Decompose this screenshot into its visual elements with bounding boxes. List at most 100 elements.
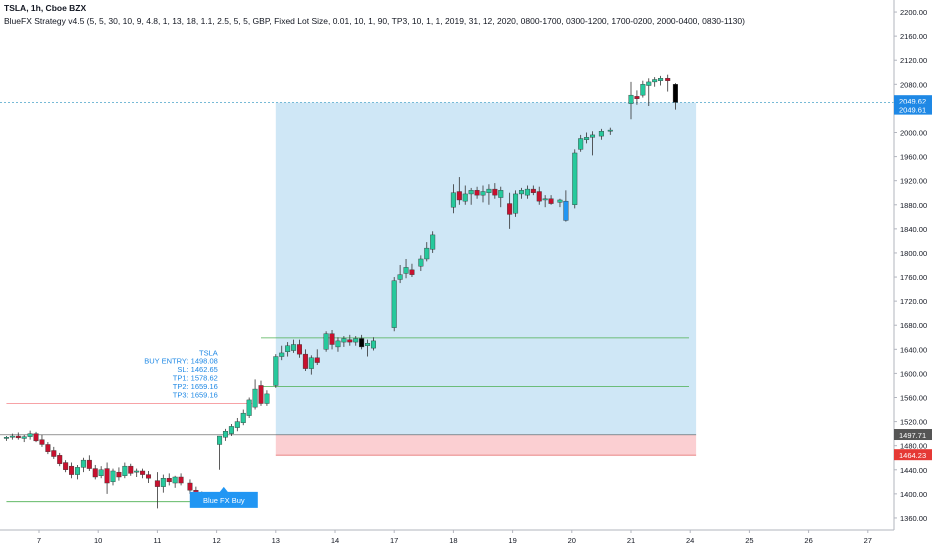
price-tag-box (894, 103, 932, 115)
candle (128, 463, 134, 476)
price-tick-label: 1800.00 (900, 249, 927, 258)
candle (492, 183, 498, 199)
candle (486, 184, 492, 205)
candle-body (172, 476, 178, 484)
candle (63, 460, 69, 473)
candle-body (498, 190, 504, 198)
candle-body (563, 200, 569, 221)
buy-signal-bubble (189, 486, 258, 508)
price-tick-label: 1440.00 (900, 466, 927, 475)
price-tick-label: 1560.00 (900, 394, 927, 403)
candle (498, 186, 504, 208)
candle-body (234, 421, 240, 428)
candle-body (140, 470, 146, 475)
candle (584, 132, 590, 144)
candle-body (110, 470, 116, 483)
candle (308, 355, 314, 375)
candle (122, 462, 128, 479)
trade-info-line: SL: 1462.65 (177, 365, 217, 374)
trade-info-line: BUY ENTRY: 1498.08 (144, 357, 218, 366)
candle (397, 265, 403, 284)
candle-body (80, 459, 86, 468)
candle (557, 198, 563, 208)
candle-body (468, 190, 474, 195)
price-tick-label: 1600.00 (900, 369, 927, 378)
candle (323, 331, 329, 352)
time-tick-label: 18 (449, 536, 457, 545)
candle (365, 339, 371, 357)
candle-body (658, 78, 664, 81)
price-tick-label: 1480.00 (900, 442, 927, 451)
candle-body (104, 468, 110, 484)
strategy-parameters-label: BlueFX Strategy v4.5 (5, 5, 30, 10, 9, 4… (4, 16, 745, 26)
candle-body (598, 131, 604, 137)
candle (462, 185, 468, 205)
candle-body (116, 471, 122, 478)
candle-body (391, 280, 397, 328)
candle-body (314, 357, 320, 363)
candle-body (578, 138, 584, 150)
candle-body (335, 340, 341, 348)
candle (264, 390, 270, 406)
candle-body (285, 345, 291, 352)
candle-body (542, 198, 548, 201)
price-tick-label: 1400.00 (900, 490, 927, 499)
candle (518, 187, 524, 199)
candle-body (9, 435, 15, 438)
candle-body (146, 474, 152, 479)
candle-body (134, 470, 140, 473)
candle-body (424, 247, 430, 260)
time-tick-label: 24 (686, 536, 694, 545)
candle-body (122, 465, 128, 476)
candle (217, 435, 223, 470)
candle-body (33, 433, 39, 442)
profit-zone-box (275, 102, 697, 435)
candle (409, 263, 415, 278)
price-tick-label: 1720.00 (900, 297, 927, 306)
candle (116, 467, 122, 481)
candle (347, 334, 353, 346)
candle-body (634, 96, 640, 99)
candle-body (228, 426, 234, 434)
time-tick-label: 20 (568, 536, 576, 545)
candle (341, 336, 347, 347)
candle (370, 337, 376, 351)
trade-info-line: TP1: 1578.62 (173, 374, 218, 383)
candle-body (279, 352, 285, 357)
price-tag-label: 2049.62 (899, 97, 926, 106)
candle (69, 462, 75, 479)
candle (672, 83, 678, 110)
candle (450, 184, 456, 214)
candle (234, 417, 240, 432)
candle-body (462, 193, 468, 202)
candle (39, 434, 45, 447)
candle-body (154, 480, 160, 487)
candle (21, 434, 27, 443)
candle (353, 336, 359, 346)
candle (51, 446, 57, 459)
candle (665, 74, 671, 92)
candle (634, 90, 640, 105)
price-tag-box (894, 95, 932, 107)
candle (273, 354, 279, 388)
candle-body (450, 192, 456, 208)
loss-zone-box (275, 434, 697, 456)
time-tick-label: 17 (390, 536, 398, 545)
price-tick-label: 2200.00 (900, 8, 927, 17)
candle (166, 473, 172, 486)
candle (480, 185, 486, 203)
candle-body (246, 399, 252, 416)
candle-body (403, 267, 409, 274)
candle (15, 432, 21, 440)
candle (335, 337, 341, 352)
candle (468, 187, 474, 205)
candle (9, 433, 15, 440)
candle-body (607, 129, 613, 132)
buy-signal-text: Blue FX Buy (203, 496, 245, 505)
candle-body (347, 339, 353, 343)
candle-body (329, 333, 335, 345)
time-tick-label: 11 (154, 536, 162, 545)
candle-body (486, 188, 492, 193)
trade-info-line: TSLA (199, 348, 218, 357)
